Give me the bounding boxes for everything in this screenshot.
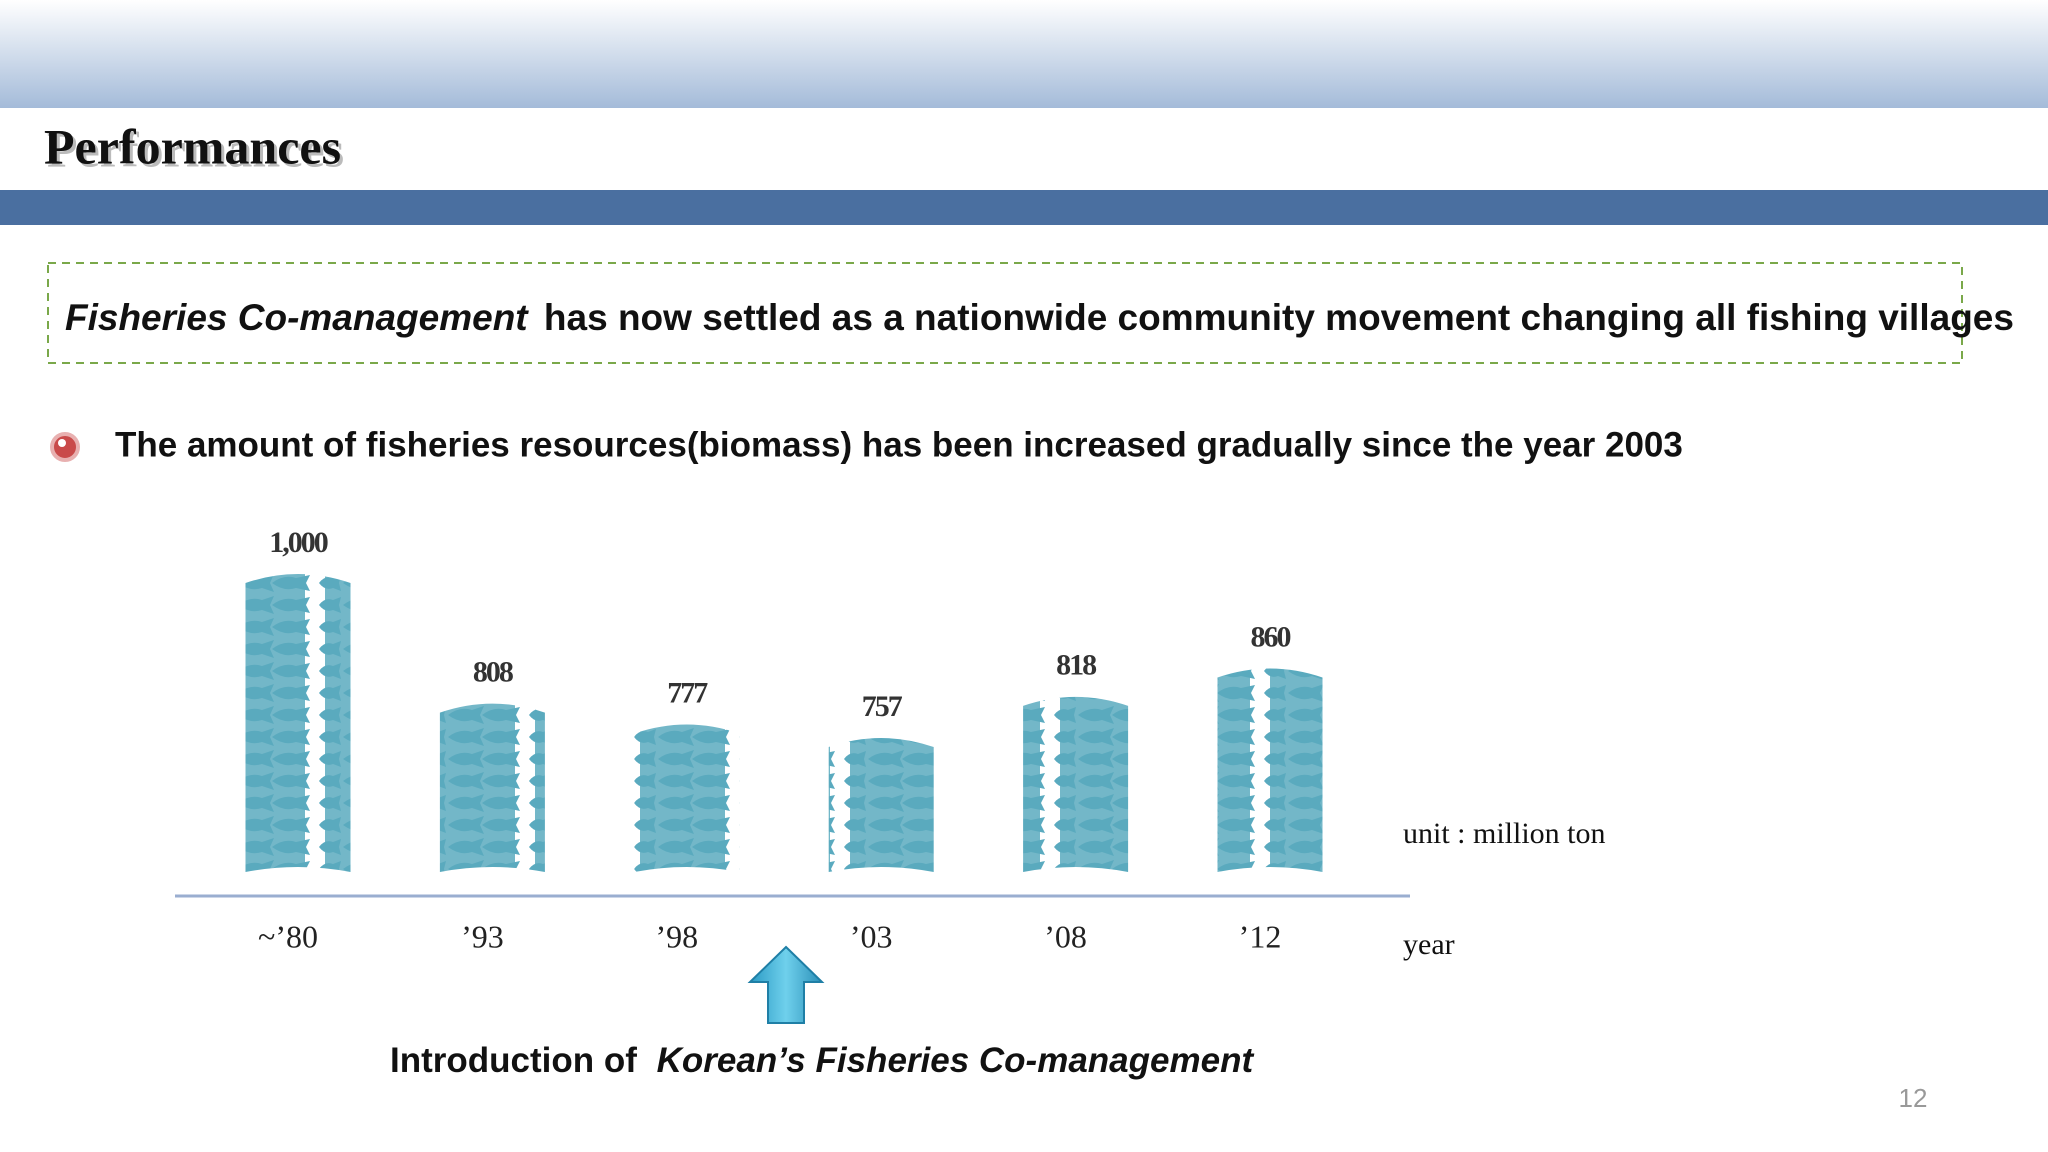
x-tick-label: ~’80	[258, 918, 318, 954]
unit-label: unit : million ton	[1403, 817, 1606, 850]
value-label: 808	[473, 655, 513, 688]
bar	[1023, 696, 1129, 872]
title: Performances	[44, 118, 341, 174]
bar	[1217, 668, 1323, 872]
banner-emphasis: Fisheries Co-management	[65, 297, 529, 338]
top-band	[0, 0, 2048, 108]
arrow	[747, 945, 825, 1024]
x-tick-label: ’12	[1239, 918, 1282, 954]
value-label: 757	[862, 690, 903, 723]
title-bar	[0, 190, 2048, 225]
bar	[634, 724, 740, 872]
page-number: 12	[1899, 1083, 1928, 1113]
x-label: year	[1403, 928, 1455, 961]
value-label: 777	[667, 676, 708, 709]
value-label: 860	[1251, 620, 1291, 653]
annotation-prefix: Introduction of	[390, 1041, 637, 1080]
bar	[828, 738, 934, 872]
x-tick-label: ’08	[1044, 918, 1087, 954]
bullet-icon-shine	[58, 439, 66, 447]
banner: Fisheries Co-management has now settled …	[65, 297, 2014, 338]
value-label: 1,000	[269, 526, 328, 559]
x-tick-label: ’03	[850, 918, 893, 954]
banner-box	[47, 262, 1963, 364]
banner-text: has now settled as a nationwide communit…	[544, 297, 2014, 338]
bar	[439, 703, 545, 872]
x-tick-label: ’93	[461, 918, 504, 954]
bullet-text: The amount of fisheries resources(biomas…	[115, 425, 1683, 464]
annotation: Introduction of Korean’s Fisheries Co-ma…	[390, 1041, 1254, 1080]
title-shadow: Performances	[47, 121, 344, 177]
x-tick-label: ’98	[655, 918, 698, 954]
annotation-emphasis: Korean’s Fisheries Co-management	[657, 1041, 1255, 1080]
bullet-icon	[50, 432, 80, 462]
bar	[245, 574, 351, 872]
value-label: 818	[1056, 649, 1096, 682]
